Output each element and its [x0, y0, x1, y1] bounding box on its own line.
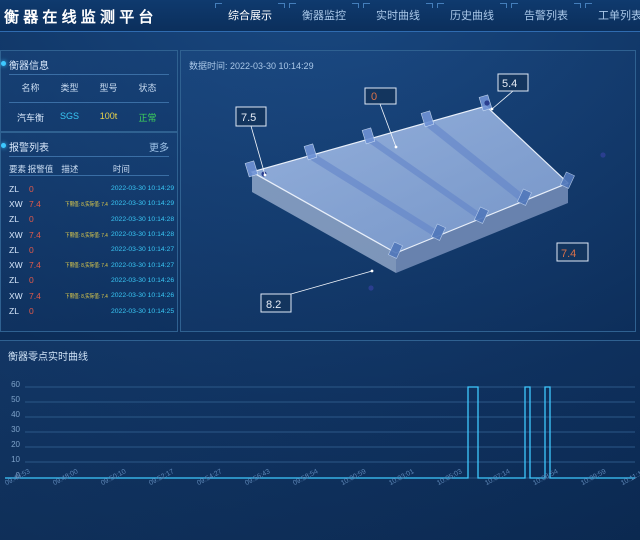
svg-text:0: 0 [371, 91, 377, 103]
svg-text:5.4: 5.4 [502, 78, 517, 90]
svg-text:8.2: 8.2 [266, 299, 281, 311]
svg-text:7.4: 7.4 [561, 248, 576, 260]
svg-text:7.5: 7.5 [241, 112, 256, 124]
